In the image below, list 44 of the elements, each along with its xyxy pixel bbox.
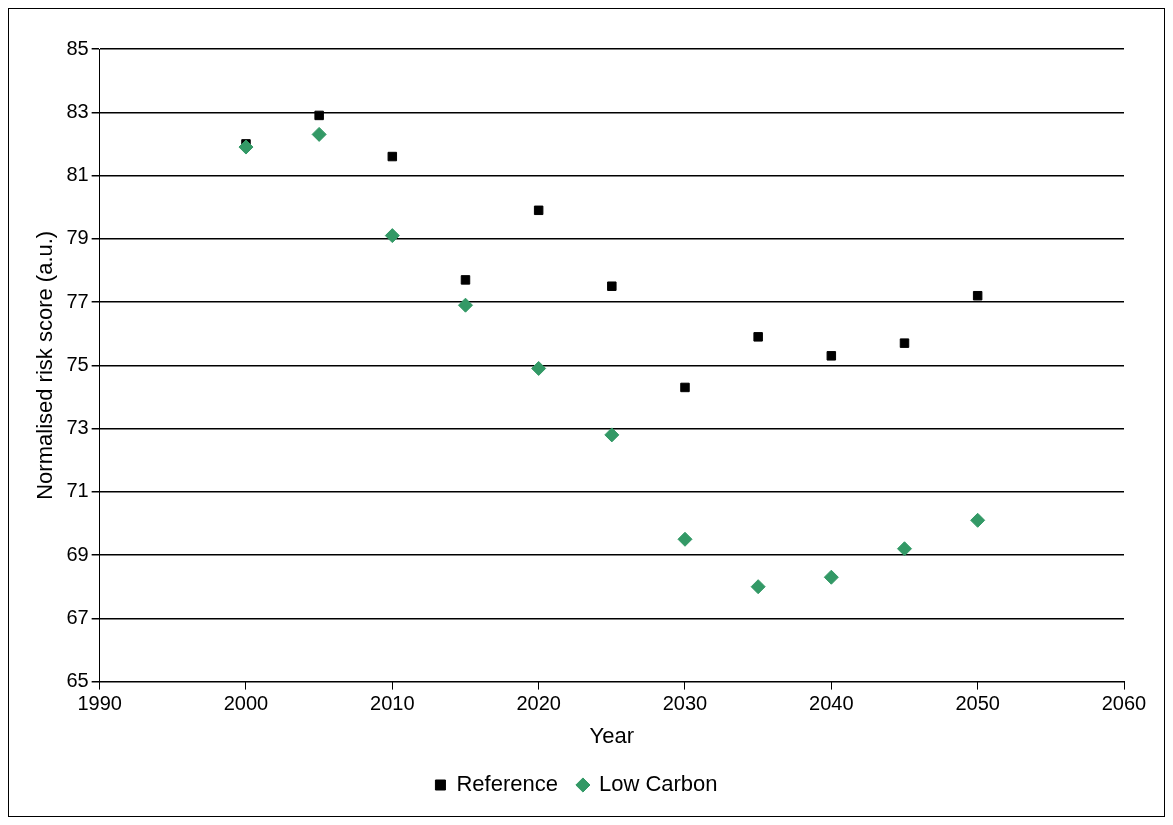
x-tick-label: 2050 <box>955 692 1000 715</box>
point <box>677 531 693 547</box>
x-tick-label: 2020 <box>516 692 561 715</box>
point <box>457 297 473 313</box>
legend-label: Low Carbon <box>598 771 718 797</box>
point <box>531 360 547 376</box>
point <box>314 110 324 121</box>
y-tick-label: 67 <box>66 605 89 628</box>
point <box>387 151 398 162</box>
point <box>533 205 544 216</box>
x-axis-title: Year <box>589 722 635 748</box>
point <box>750 579 766 595</box>
y-tick-label: 75 <box>66 352 89 375</box>
point <box>607 281 617 291</box>
point <box>970 512 986 528</box>
y-tick-label: 81 <box>66 163 89 186</box>
y-tick-label: 65 <box>66 669 89 692</box>
y-tick-label: 79 <box>66 226 89 249</box>
y-tick-label: 83 <box>66 99 89 122</box>
point <box>460 275 471 285</box>
point <box>899 338 910 348</box>
y-tick-label: 77 <box>66 289 89 312</box>
point <box>897 541 912 557</box>
x-tick-label: 2030 <box>662 692 708 715</box>
x-tick-label: 2040 <box>809 692 854 715</box>
x-tick-label: 1990 <box>77 692 122 715</box>
point <box>972 290 983 301</box>
point <box>238 139 254 155</box>
y-tick-label: 73 <box>66 416 89 439</box>
point <box>604 427 620 443</box>
point <box>826 351 837 361</box>
legend-label: Reference <box>456 771 558 797</box>
x-tick-label: 2060 <box>1101 692 1147 715</box>
point <box>823 569 839 585</box>
x-tick-label: 2010 <box>370 692 415 715</box>
y-tick-label: 69 <box>66 542 89 565</box>
x-tick-label: 2000 <box>223 692 269 715</box>
point <box>384 228 400 244</box>
point <box>311 126 327 142</box>
y-tick-label: 71 <box>66 479 89 502</box>
y-tick-label: 85 <box>66 36 89 59</box>
point <box>753 332 763 342</box>
point <box>680 382 690 393</box>
y-axis-title: Normalised risk score (a.u.) <box>32 230 58 500</box>
